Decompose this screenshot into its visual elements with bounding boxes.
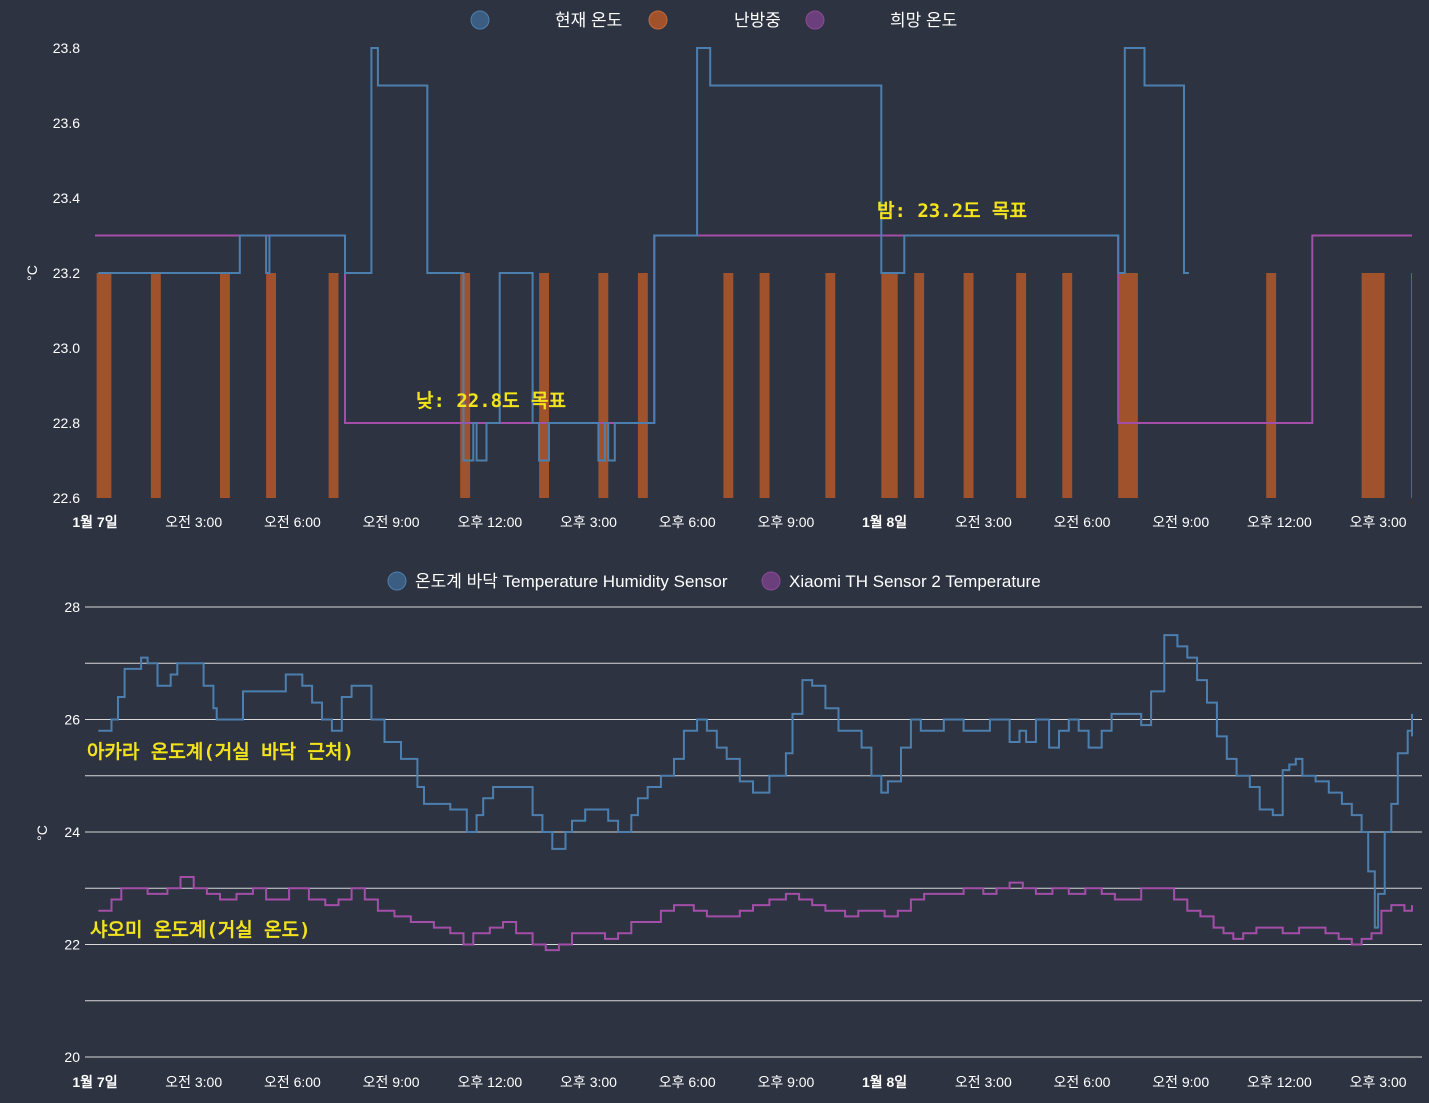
y-tick-label: 24 [64, 824, 80, 840]
x-tick-label: 오전 3:00 [165, 514, 222, 530]
grid-lines [85, 606, 1422, 1058]
heating-bar[interactable] [1361, 273, 1385, 498]
x-tick-label: 오후 3:00 [1350, 514, 1407, 530]
x-tick-label: 오전 9:00 [1152, 514, 1209, 530]
heating-bar[interactable] [598, 273, 609, 498]
heating-bar[interactable] [881, 273, 898, 498]
x-tick-label: 오후 3:00 [560, 514, 617, 530]
x-tick-label: 오후 6:00 [659, 1074, 716, 1090]
heating-bar[interactable] [723, 273, 734, 498]
y-tick-label: 28 [64, 599, 80, 615]
x-tick-label: 오후 3:00 [560, 1074, 617, 1090]
heating-bar[interactable] [220, 273, 230, 498]
xiaomi-sensor-line[interactable] [98, 876, 1413, 952]
x-tick-label: 1월 8일 [862, 1074, 907, 1090]
x-tick-label: 오전 3:00 [955, 1074, 1012, 1090]
y-tick-label: 22.8 [53, 415, 80, 431]
heating-bar[interactable] [1062, 273, 1073, 498]
aqara-annotation: 아카라 온도계(거실 바닥 근처) [87, 741, 354, 763]
legend-xiaomi-sensor-swatch[interactable] [761, 571, 781, 591]
heating-bar[interactable] [96, 273, 112, 498]
x-tick-label: 오전 9:00 [1152, 1074, 1209, 1090]
heating-bar[interactable] [150, 273, 161, 498]
x-tick-label: 오후 6:00 [659, 514, 716, 530]
heating-bar[interactable] [1266, 273, 1277, 498]
legend-floor-sensor-swatch[interactable] [387, 571, 407, 591]
x-tick-label: 오후 3:00 [1350, 1074, 1407, 1090]
heating-bar[interactable] [328, 273, 339, 498]
legend-xiaomi-sensor-label[interactable]: Xiaomi TH Sensor 2 Temperature [789, 572, 1041, 591]
heating-bar[interactable] [825, 273, 836, 498]
heating-bar[interactable] [1016, 273, 1027, 498]
legend-target-temp-label[interactable]: 희망 온도 [890, 11, 957, 30]
y-tick-label: 23.0 [53, 340, 80, 356]
x-tick-label: 오전 6:00 [1054, 514, 1111, 530]
x-tick-label: 1월 7일 [72, 514, 117, 530]
x-tick-label: 오전 3:00 [955, 514, 1012, 530]
legend-current-temp-label[interactable]: 현재 온도 [555, 11, 622, 30]
legend-heating-label[interactable]: 난방중 [734, 11, 781, 30]
heating-bar[interactable] [1411, 273, 1412, 498]
y-axis: 20 22 24 26 28 [64, 599, 80, 1065]
y-axis: 22.6 22.8 23.0 23.2 23.4 23.6 23.8 [53, 40, 80, 506]
y-axis-unit: °C [24, 265, 40, 281]
x-tick-label: 오후 12:00 [1247, 1074, 1312, 1090]
night-target-annotation: 밤: 23.2도 목표 [877, 200, 1027, 222]
legend-heating-swatch[interactable] [648, 10, 668, 30]
sensor-legend[interactable]: 온도계 바닥 Temperature Humidity Sensor Xiaom… [387, 571, 1041, 591]
heating-bar[interactable] [266, 273, 276, 498]
thermostat-series [95, 47, 1412, 462]
heating-bars [96, 273, 1412, 498]
y-tick-label: 23.8 [53, 40, 80, 56]
heating-bar[interactable] [637, 273, 648, 498]
heating-bar[interactable] [914, 273, 925, 498]
y-tick-label: 23.2 [53, 265, 80, 281]
day-target-annotation: 낮: 22.8도 목표 [416, 390, 566, 412]
legend-target-temp-swatch[interactable] [805, 10, 825, 30]
x-tick-label: 오전 9:00 [363, 1074, 420, 1090]
target-temp-line[interactable] [95, 234, 1412, 424]
x-tick-label: 오전 3:00 [165, 1074, 222, 1090]
x-tick-label: 오전 6:00 [264, 514, 321, 530]
sensor-series [98, 634, 1413, 952]
heating-bar[interactable] [1118, 273, 1138, 498]
x-tick-label: 오후 12:00 [1247, 514, 1312, 530]
x-tick-label: 오전 6:00 [1054, 1074, 1111, 1090]
y-tick-label: 23.6 [53, 115, 80, 131]
legend-current-temp-swatch[interactable] [470, 10, 490, 30]
heating-bar[interactable] [539, 273, 549, 498]
thermostat-chart: 현재 온도 난방중 희망 온도 22.6 22.8 23.0 23.2 23.4 23.6… [24, 10, 1412, 530]
x-tick-label: 오후 9:00 [757, 514, 814, 530]
x-tick-label: 오후 12:00 [457, 1074, 522, 1090]
y-tick-label: 26 [64, 712, 80, 728]
y-axis-unit: °C [34, 825, 50, 841]
x-axis: 1월 7일 오전 3:00 오전 6:00 오전 9:00 오후 12:00 오후 3:0… [72, 1074, 1406, 1090]
heating-bar[interactable] [963, 273, 974, 498]
floor-sensor-line[interactable] [98, 634, 1413, 929]
legend-floor-sensor-label[interactable]: 온도계 바닥 Temperature Humidity Sensor [415, 572, 728, 591]
current-temp-line[interactable] [98, 47, 1189, 462]
heating-bar[interactable] [759, 273, 770, 498]
x-tick-label: 오전 6:00 [264, 1074, 321, 1090]
y-tick-label: 23.4 [53, 190, 80, 206]
x-tick-label: 오후 9:00 [757, 1074, 814, 1090]
y-tick-label: 20 [64, 1049, 80, 1065]
xiaomi-annotation: 샤오미 온도계(거실 온도) [90, 919, 311, 941]
x-tick-label: 1월 8일 [862, 514, 907, 530]
x-tick-label: 오후 12:00 [457, 514, 522, 530]
thermostat-legend[interactable]: 현재 온도 난방중 희망 온도 [470, 10, 957, 30]
y-tick-label: 22.6 [53, 490, 80, 506]
x-axis: 1월 7일 오전 3:00 오전 6:00 오전 9:00 오후 12:00 오후 3:0… [72, 514, 1406, 530]
heating-bar[interactable] [460, 273, 471, 498]
y-tick-label: 22 [64, 937, 80, 953]
x-tick-label: 오전 9:00 [363, 514, 420, 530]
x-tick-label: 1월 7일 [72, 1074, 117, 1090]
